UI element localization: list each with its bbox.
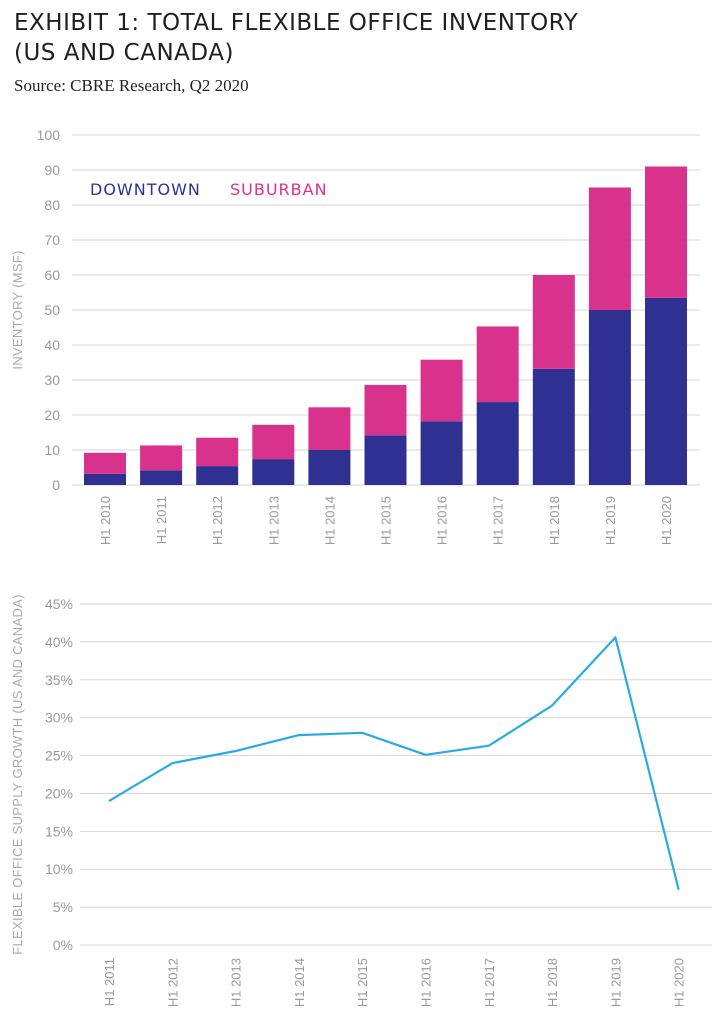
y-tick-label: 0 — [52, 477, 60, 493]
bar-downtown — [308, 450, 351, 485]
y-tick-label: 100 — [37, 127, 61, 143]
bar-downtown — [420, 421, 463, 485]
y-tick-label: 80 — [44, 197, 60, 213]
bar-suburban — [420, 359, 463, 422]
x-tick-label: H1 2017 — [491, 496, 506, 545]
y-tick-label: 90 — [44, 162, 60, 178]
x-tick-label: H1 2020 — [672, 958, 687, 1007]
x-tick-label: H1 2012 — [210, 496, 225, 545]
bar-downtown — [252, 459, 295, 485]
bar-suburban — [196, 437, 239, 467]
bar-downtown — [140, 470, 183, 485]
bar-suburban — [252, 424, 295, 460]
growth-series-line — [108, 636, 680, 890]
y-tick-label: 10% — [45, 861, 73, 877]
source-note: Source: CBRE Research, Q2 2020 — [14, 76, 249, 95]
x-tick-label: H1 2019 — [608, 958, 623, 1007]
bar-downtown — [196, 466, 239, 485]
bar-downtown — [532, 368, 575, 485]
y-tick-label: 30% — [45, 710, 73, 726]
chart-title: EXHIBIT 1: TOTAL FLEXIBLE OFFICE INVENTO… — [14, 8, 704, 68]
x-tick-label: H1 2014 — [322, 496, 337, 545]
bar-downtown — [588, 310, 631, 485]
chart-title-line-2: (US AND CANADA) — [14, 40, 234, 66]
x-tick-label: H1 2020 — [659, 496, 674, 545]
legend-suburban: SUBURBAN — [230, 180, 328, 199]
bar-suburban — [645, 166, 687, 298]
x-tick-label: H1 2012 — [165, 958, 180, 1007]
bar-suburban — [308, 407, 351, 450]
y-tick-label: 35% — [45, 672, 73, 688]
y-axis-label: INVENTORY (MSF) — [10, 250, 25, 369]
y-tick-label: 25% — [45, 748, 73, 764]
x-tick-label: H1 2016 — [435, 496, 450, 545]
bar-downtown — [84, 473, 126, 485]
y-tick-label: 20% — [45, 785, 73, 801]
x-tick-label: H1 2014 — [292, 958, 307, 1007]
x-tick-label: H1 2015 — [379, 496, 394, 545]
x-tick-label: H1 2013 — [229, 958, 244, 1007]
y-axis-label: FLEXIBLE OFFICE SUPPLY GROWTH (US AND CA… — [10, 594, 25, 954]
x-tick-label: H1 2011 — [154, 496, 169, 544]
y-tick-label: 15% — [45, 823, 73, 839]
bar-suburban — [364, 384, 407, 436]
bar-downtown — [645, 297, 687, 485]
x-tick-label: H1 2016 — [419, 958, 434, 1007]
x-tick-label: H1 2015 — [355, 958, 370, 1007]
y-tick-label: 40% — [45, 634, 73, 650]
chart-title-line-1: EXHIBIT 1: TOTAL FLEXIBLE OFFICE INVENTO… — [14, 10, 579, 36]
x-tick-label: H1 2017 — [482, 958, 497, 1007]
y-tick-label: 10 — [44, 442, 60, 458]
bar-suburban — [84, 452, 126, 474]
stacked-bar-chart: 0 10 20 30 40 50 60 70 80 90 100 INVENTORY (MSF) H1 … — [10, 127, 700, 545]
bar-suburban — [476, 326, 519, 403]
bar-suburban — [588, 187, 631, 310]
y-tick-label: 45% — [45, 596, 73, 612]
x-tick-label: H1 2019 — [603, 496, 618, 545]
y-tick-label: 30 — [44, 372, 60, 388]
x-tick-label: H1 2013 — [266, 496, 281, 545]
bar-downtown — [364, 435, 407, 485]
legend-downtown: DOWNTOWN — [90, 180, 201, 199]
y-tick-label: 0% — [53, 937, 73, 953]
y-tick-label: 20 — [44, 407, 60, 423]
y-tick-label: 50 — [44, 302, 60, 318]
bar-suburban — [140, 445, 183, 471]
bar-downtown — [476, 402, 519, 485]
y-tick-label: 5% — [53, 899, 73, 915]
x-tick-label: H1 2018 — [545, 958, 560, 1007]
y-tick-label: 40 — [44, 337, 60, 353]
x-tick-label: H1 2010 — [98, 496, 113, 545]
bar-suburban — [532, 275, 575, 369]
x-tick-label: H1 2011 — [102, 958, 117, 1006]
y-tick-label: 60 — [44, 267, 60, 283]
x-tick-label: H1 2018 — [547, 496, 562, 545]
y-tick-label: 70 — [44, 232, 60, 248]
